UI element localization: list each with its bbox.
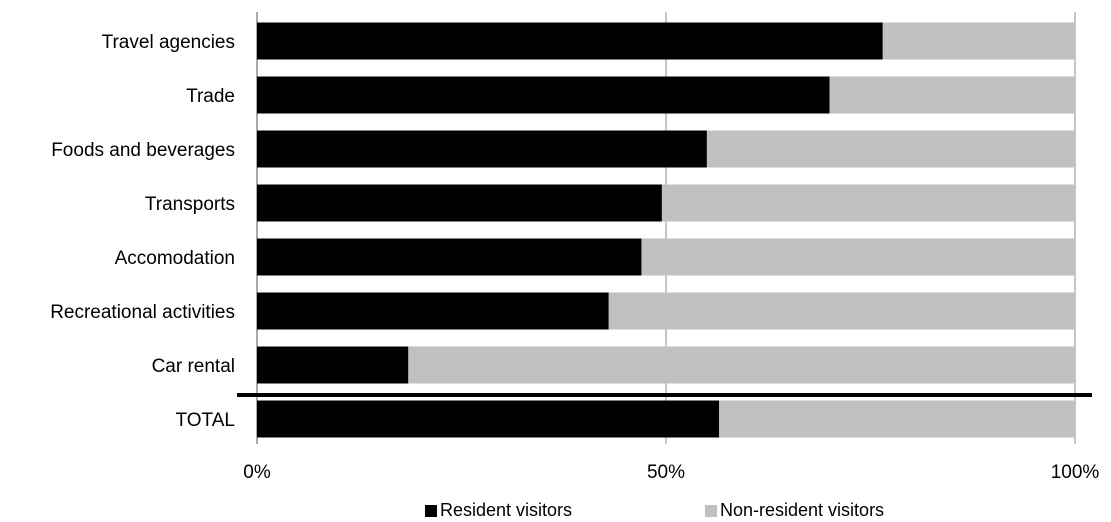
x-tick-label-2: 100%	[1051, 462, 1100, 483]
bar-resident-4	[257, 238, 642, 276]
category-label-3: Transports	[145, 194, 235, 215]
bar-nonresident-2	[706, 130, 1075, 168]
legend-item-resident: Resident visitors	[425, 500, 572, 521]
bar-nonresident-4	[641, 238, 1075, 276]
bar-nonresident-0	[882, 22, 1075, 60]
legend-swatch-resident	[425, 504, 437, 517]
bar-resident-3	[257, 184, 662, 222]
category-label-6: Car rental	[152, 356, 235, 377]
category-label-7: TOTAL	[176, 410, 235, 431]
bar-resident-1	[257, 76, 830, 114]
legend-item-nonresident: Non-resident visitors	[705, 500, 884, 521]
bar-nonresident-5	[608, 292, 1075, 330]
bar-resident-2	[257, 130, 707, 168]
category-label-4: Accomodation	[115, 248, 235, 269]
stacked-bar-chart: Travel agencies Trade Foods and beverages T…	[50, 12, 1099, 483]
bar-resident-5	[257, 292, 609, 330]
legend: Resident visitors Non-resident visitors	[0, 500, 1111, 522]
bar-nonresident-6	[408, 346, 1076, 384]
bar-nonresident-3	[661, 184, 1075, 222]
bars	[257, 22, 1076, 438]
category-label-0: Travel agencies	[102, 32, 235, 53]
bar-nonresident-7	[719, 400, 1075, 438]
bar-resident-0	[257, 22, 883, 60]
x-tick-label-0: 0%	[243, 462, 271, 483]
category-label-1: Trade	[186, 86, 235, 107]
legend-label-resident: Resident visitors	[440, 500, 573, 520]
legend-swatch-nonresident	[705, 504, 717, 517]
x-tick-labels: 0% 50% 100%	[243, 462, 1099, 483]
x-tick-label-1: 50%	[647, 462, 685, 483]
bar-resident-6	[257, 346, 409, 384]
bar-nonresident-1	[829, 76, 1075, 114]
legend-label-nonresident: Non-resident visitors	[720, 500, 885, 520]
category-labels: Travel agencies Trade Foods and beverages T…	[50, 32, 235, 431]
bar-resident-7	[257, 400, 720, 438]
category-label-2: Foods and beverages	[51, 140, 235, 161]
category-label-5: Recreational activities	[50, 302, 235, 323]
